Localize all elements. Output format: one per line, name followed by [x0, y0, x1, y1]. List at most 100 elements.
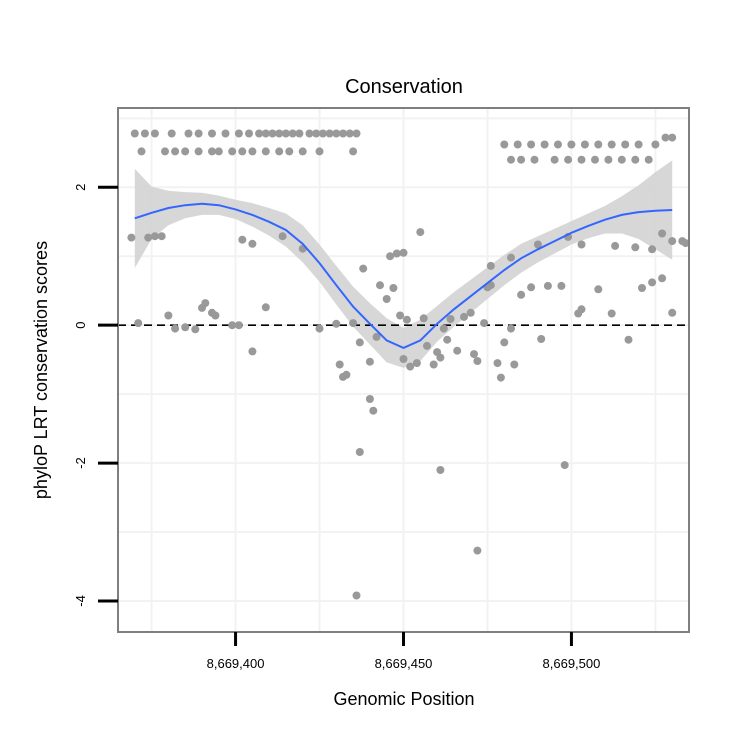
data-point [480, 319, 489, 328]
data-point [201, 299, 210, 308]
data-point [261, 303, 270, 312]
data-point [228, 321, 237, 330]
data-point [355, 338, 364, 347]
data-point [453, 346, 462, 355]
data-point [150, 232, 159, 241]
data-point [194, 129, 203, 138]
data-point [473, 546, 482, 555]
data-point [507, 155, 515, 164]
data-point [238, 235, 247, 244]
data-point [281, 129, 290, 138]
data-point [365, 395, 374, 403]
data-point [339, 129, 347, 138]
data-point [208, 147, 216, 156]
data-point [399, 355, 408, 363]
data-point [352, 129, 361, 138]
data-point [275, 129, 284, 138]
data-point [406, 362, 415, 371]
data-point [164, 311, 173, 320]
data-point [648, 278, 657, 287]
data-point [396, 311, 405, 320]
data-point [228, 147, 237, 156]
data-point [365, 357, 374, 366]
data-point [245, 129, 253, 138]
data-point [543, 281, 552, 290]
data-point [127, 233, 136, 242]
data-point [332, 319, 341, 328]
data-point [248, 347, 257, 356]
data-point [577, 240, 586, 249]
data-point [389, 284, 398, 292]
data-point [372, 332, 381, 341]
data-point [658, 274, 667, 283]
data-point [668, 133, 677, 142]
data-point [486, 261, 495, 270]
data-point [194, 147, 203, 156]
data-point [617, 155, 626, 164]
data-point [644, 155, 653, 164]
data-point [419, 314, 428, 323]
data-point [382, 295, 391, 303]
data-point [631, 243, 640, 252]
data-point [318, 129, 327, 138]
data-point [332, 129, 341, 138]
data-point [554, 140, 562, 149]
data-point [436, 353, 445, 362]
data-point [591, 155, 599, 164]
data-point [537, 335, 546, 343]
data-point [436, 466, 445, 474]
smooth-line-layer [134, 202, 673, 349]
data-point [268, 129, 277, 138]
points-layer [127, 129, 690, 600]
data-point [668, 308, 677, 317]
data-point [439, 324, 448, 333]
data-point [349, 147, 358, 156]
data-point [335, 360, 344, 369]
confidence-ribbon [134, 160, 673, 368]
data-point [208, 129, 216, 138]
data-point [315, 147, 324, 156]
data-point [352, 591, 361, 600]
data-point [238, 147, 247, 156]
data-point [634, 140, 643, 149]
data-point [473, 357, 482, 365]
data-point [191, 325, 200, 334]
data-point [651, 140, 660, 149]
data-point [668, 237, 677, 246]
data-point [533, 240, 542, 249]
data-point [167, 129, 176, 138]
data-point [412, 359, 421, 368]
data-point [211, 311, 220, 320]
data-point [493, 359, 502, 368]
data-point [386, 252, 395, 261]
data-point [611, 241, 620, 250]
data-point [295, 129, 304, 138]
data-point [181, 323, 190, 332]
data-point [446, 315, 455, 323]
data-point [150, 129, 159, 138]
data-point [517, 155, 526, 164]
data-point [184, 129, 193, 138]
data-point [345, 129, 354, 138]
data-point [288, 129, 297, 138]
data-point [513, 140, 522, 149]
data-point [255, 129, 264, 138]
data-point [305, 129, 314, 138]
data-point [560, 461, 569, 470]
data-point [261, 147, 270, 156]
data-point [510, 360, 519, 369]
data-point [392, 249, 401, 258]
data-point [369, 406, 378, 415]
axis-layer: 8,669,400 8,669,450 8,669,500 2 0 -2 -4 [73, 184, 600, 671]
data-point [359, 264, 368, 273]
data-point [234, 129, 243, 138]
data-point [298, 147, 307, 156]
data-point [248, 147, 257, 156]
data-point [429, 360, 438, 369]
data-point [500, 338, 509, 347]
data-point [261, 129, 270, 138]
data-point [134, 319, 143, 328]
data-point [621, 140, 630, 149]
